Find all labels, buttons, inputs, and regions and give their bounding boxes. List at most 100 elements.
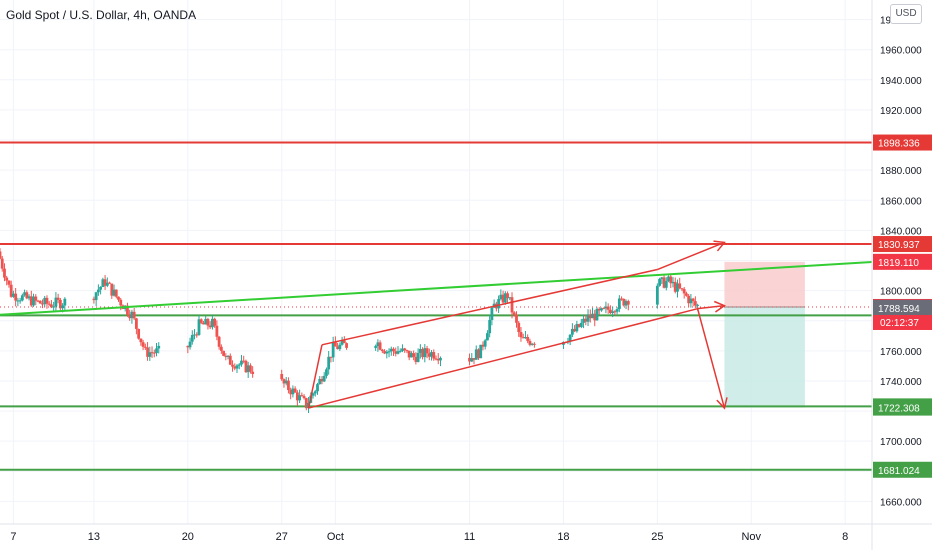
price-tag-label: 1722.308 bbox=[878, 404, 920, 415]
candle-body bbox=[242, 360, 246, 362]
candle-body bbox=[246, 365, 250, 373]
candle-body bbox=[287, 380, 290, 390]
candle-body bbox=[421, 348, 424, 358]
price-tag-label: 1819.110 bbox=[878, 258, 919, 269]
candle-body bbox=[114, 289, 118, 297]
breakout-arrow-up[interactable] bbox=[657, 241, 725, 271]
candle-body bbox=[609, 309, 612, 314]
candle-body bbox=[622, 298, 626, 306]
take-profit-zone[interactable] bbox=[724, 306, 805, 408]
candle-body bbox=[586, 314, 590, 322]
candle-body bbox=[193, 334, 196, 336]
candle-body bbox=[528, 340, 532, 345]
currency-button[interactable]: USD bbox=[890, 4, 922, 24]
channel-lower-line[interactable] bbox=[308, 307, 698, 409]
candle-body bbox=[233, 366, 237, 369]
candle-body bbox=[378, 342, 382, 350]
candle-body bbox=[329, 356, 333, 358]
candle-body bbox=[606, 306, 610, 310]
candle-body bbox=[524, 337, 527, 339]
candle-body bbox=[432, 352, 436, 359]
x-tick-label: 27 bbox=[276, 531, 288, 543]
candle-body bbox=[199, 319, 203, 323]
candle-body bbox=[380, 349, 384, 352]
candle-body bbox=[519, 332, 523, 338]
candle-body bbox=[249, 365, 252, 372]
candle-body bbox=[5, 277, 9, 281]
candle-body bbox=[231, 364, 234, 367]
bar-countdown: 02:12:37 bbox=[880, 318, 919, 329]
candle-body bbox=[499, 294, 503, 300]
candle-body bbox=[280, 374, 284, 380]
candle-body bbox=[126, 305, 129, 315]
candle-body bbox=[213, 318, 217, 326]
y-tick-label: 1920.000 bbox=[880, 106, 922, 117]
candle-body bbox=[316, 384, 319, 392]
candle-body bbox=[615, 309, 619, 312]
candle-body bbox=[14, 293, 18, 301]
candle-body bbox=[577, 324, 581, 327]
candle-body bbox=[660, 277, 664, 280]
candle-body bbox=[506, 293, 509, 299]
candle-body bbox=[16, 300, 20, 302]
candle-body bbox=[515, 314, 518, 323]
candle-body bbox=[188, 341, 192, 348]
x-tick-label: 20 bbox=[182, 531, 194, 543]
level-price-label: 1830.937 bbox=[878, 240, 920, 251]
candle-body bbox=[655, 285, 659, 305]
channel-upper-line[interactable] bbox=[321, 268, 658, 346]
candle-body bbox=[430, 352, 433, 357]
candle-body bbox=[410, 353, 413, 358]
candle-body bbox=[3, 268, 6, 278]
candle-body bbox=[311, 393, 315, 396]
candle-body bbox=[96, 289, 100, 293]
candle-body bbox=[423, 348, 427, 358]
candle-body bbox=[376, 342, 380, 347]
candle-body bbox=[497, 299, 501, 309]
price-tag-label: 1788.594 bbox=[878, 304, 920, 315]
candle-body bbox=[43, 297, 47, 305]
candle-body bbox=[434, 358, 438, 360]
candle-body bbox=[398, 350, 402, 352]
price-tag-label-bg bbox=[873, 299, 932, 316]
breakout-arrow-right[interactable] bbox=[697, 304, 725, 310]
y-tick-label: 1660.000 bbox=[880, 497, 922, 508]
candle-body bbox=[155, 348, 158, 354]
candle-body bbox=[667, 276, 670, 282]
candle-body bbox=[427, 353, 431, 357]
x-tick-label: 8 bbox=[842, 531, 848, 543]
candle-body bbox=[38, 300, 42, 304]
level-price-label: 1898.336 bbox=[878, 139, 920, 150]
breakdown-arrow-down[interactable] bbox=[696, 308, 726, 409]
candle-body bbox=[477, 349, 480, 359]
candle-body bbox=[472, 358, 476, 360]
candle-body bbox=[470, 358, 474, 362]
candle-body bbox=[130, 311, 134, 319]
candle-body bbox=[302, 396, 306, 399]
candle-body bbox=[52, 306, 56, 308]
candle-body bbox=[385, 351, 389, 354]
candle-body bbox=[300, 395, 304, 397]
candle-body bbox=[331, 341, 335, 358]
price-tag-label-bg bbox=[873, 399, 932, 416]
candle-body bbox=[101, 279, 105, 287]
candle-body bbox=[336, 346, 340, 350]
candle-body bbox=[687, 295, 691, 304]
trendline[interactable] bbox=[0, 261, 873, 316]
candle-body bbox=[396, 351, 400, 354]
channel-left-edge bbox=[307, 344, 323, 409]
breakdown-arrow-down-head bbox=[716, 397, 728, 410]
candle-body bbox=[405, 350, 409, 352]
candle-body bbox=[676, 283, 679, 292]
candle-body bbox=[439, 357, 442, 361]
candle-body bbox=[530, 343, 534, 345]
candle-body bbox=[483, 340, 487, 347]
candle-body bbox=[685, 293, 688, 296]
candle-body bbox=[468, 357, 471, 362]
candle-body bbox=[532, 343, 536, 345]
candle-body bbox=[293, 388, 297, 393]
y-tick-label: 1800.000 bbox=[880, 287, 922, 298]
candle-body bbox=[226, 355, 230, 357]
